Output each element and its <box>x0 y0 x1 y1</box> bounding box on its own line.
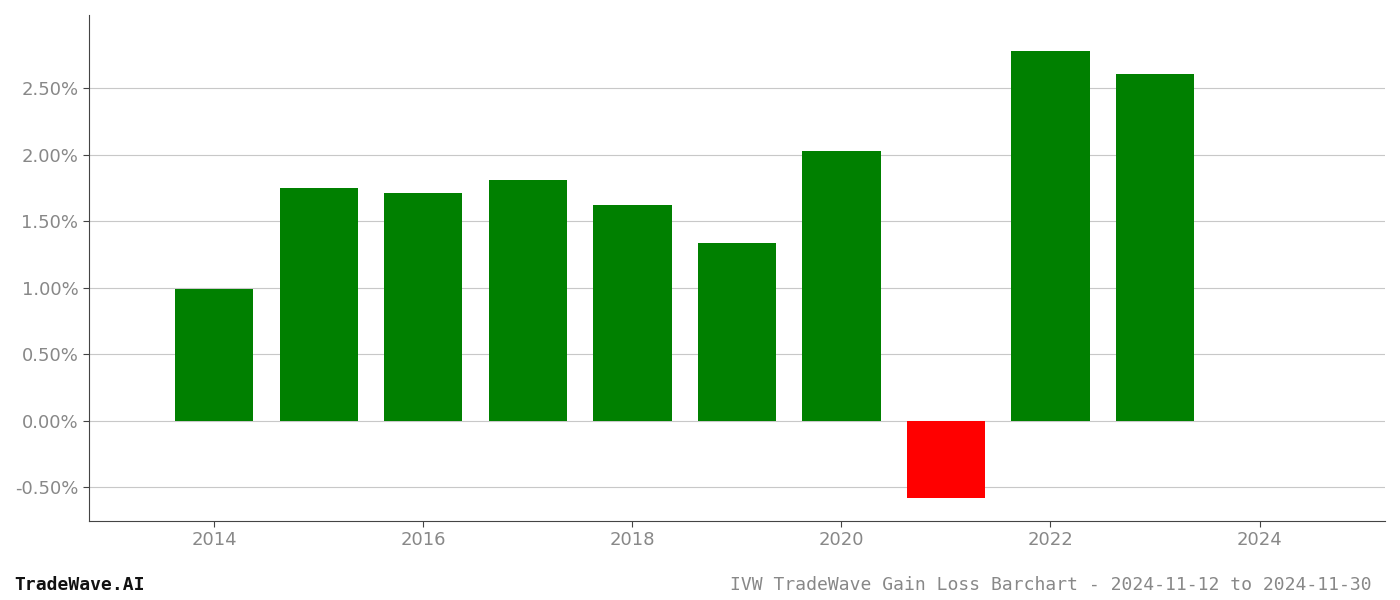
Bar <box>489 180 567 421</box>
Bar <box>594 205 672 421</box>
Bar <box>384 193 462 421</box>
Text: TradeWave.AI: TradeWave.AI <box>14 576 144 594</box>
Bar <box>697 242 776 421</box>
Bar <box>280 188 358 421</box>
Bar <box>1011 51 1089 421</box>
Bar <box>175 289 253 421</box>
Text: IVW TradeWave Gain Loss Barchart - 2024-11-12 to 2024-11-30: IVW TradeWave Gain Loss Barchart - 2024-… <box>731 576 1372 594</box>
Bar <box>1116 74 1194 421</box>
Bar <box>907 421 986 498</box>
Bar <box>802 151 881 421</box>
